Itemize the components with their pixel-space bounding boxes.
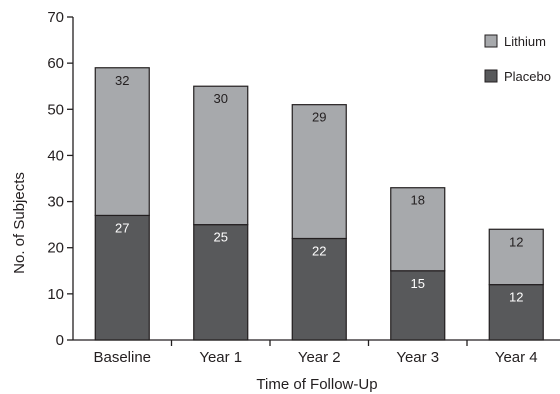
x-tick-label: Year 3: [396, 349, 439, 366]
y-tick-label: 60: [47, 55, 64, 72]
y-tick-label: 70: [47, 9, 64, 26]
bar-placebo-0: [94, 214, 150, 341]
bar-lithium-1: [193, 85, 249, 226]
y-tick-label: 50: [47, 101, 64, 118]
legend-label-lithium: Lithium: [504, 34, 546, 49]
bar-lithium-3: [390, 187, 446, 272]
bar-placebo-3: [390, 270, 446, 341]
y-tick-label: 20: [47, 240, 64, 257]
data-label-lithium: 29: [312, 110, 326, 125]
x-tick-label: Year 1: [199, 349, 242, 366]
bar-lithium-4: [488, 228, 544, 286]
x-tick-label: Baseline: [93, 349, 151, 366]
y-axis: 0 10 20 30 40 50 60 70: [47, 9, 74, 349]
bars: 27 32 25 30 22 29 15 18 12 12: [94, 67, 544, 341]
data-label-placebo: 25: [214, 230, 228, 245]
x-axis-title: Time of Follow-Up: [256, 376, 377, 393]
bar-placebo-4: [488, 284, 544, 341]
data-label-lithium: 32: [115, 73, 129, 88]
y-axis-title: No. of Subjects: [11, 172, 28, 274]
y-tick-label: 10: [47, 286, 64, 303]
bar-lithium-0: [94, 67, 150, 217]
x-axis: Baseline Year 1 Year 2 Year 3 Year 4: [73, 339, 560, 366]
data-label-placebo: 12: [509, 290, 523, 305]
data-label-lithium: 12: [509, 234, 523, 249]
data-label-placebo: 27: [115, 220, 129, 235]
legend-label-placebo: Placebo: [504, 69, 551, 84]
x-tick-label: Year 4: [495, 349, 538, 366]
x-tick-label: Year 2: [298, 349, 341, 366]
bar-placebo-1: [193, 224, 249, 341]
y-tick-label: 30: [47, 194, 64, 211]
y-tick-label: 0: [56, 332, 64, 349]
bar-placebo-2: [291, 237, 347, 341]
data-label-placebo: 15: [411, 276, 425, 291]
legend: Lithium Placebo: [484, 34, 551, 84]
legend-swatch-placebo: [484, 69, 498, 83]
y-tick-label: 40: [47, 147, 64, 164]
legend-swatch-lithium: [484, 34, 498, 48]
bar-lithium-2: [291, 104, 347, 240]
data-label-placebo: 22: [312, 243, 326, 258]
data-label-lithium: 30: [214, 91, 228, 106]
data-label-lithium: 18: [411, 193, 425, 208]
